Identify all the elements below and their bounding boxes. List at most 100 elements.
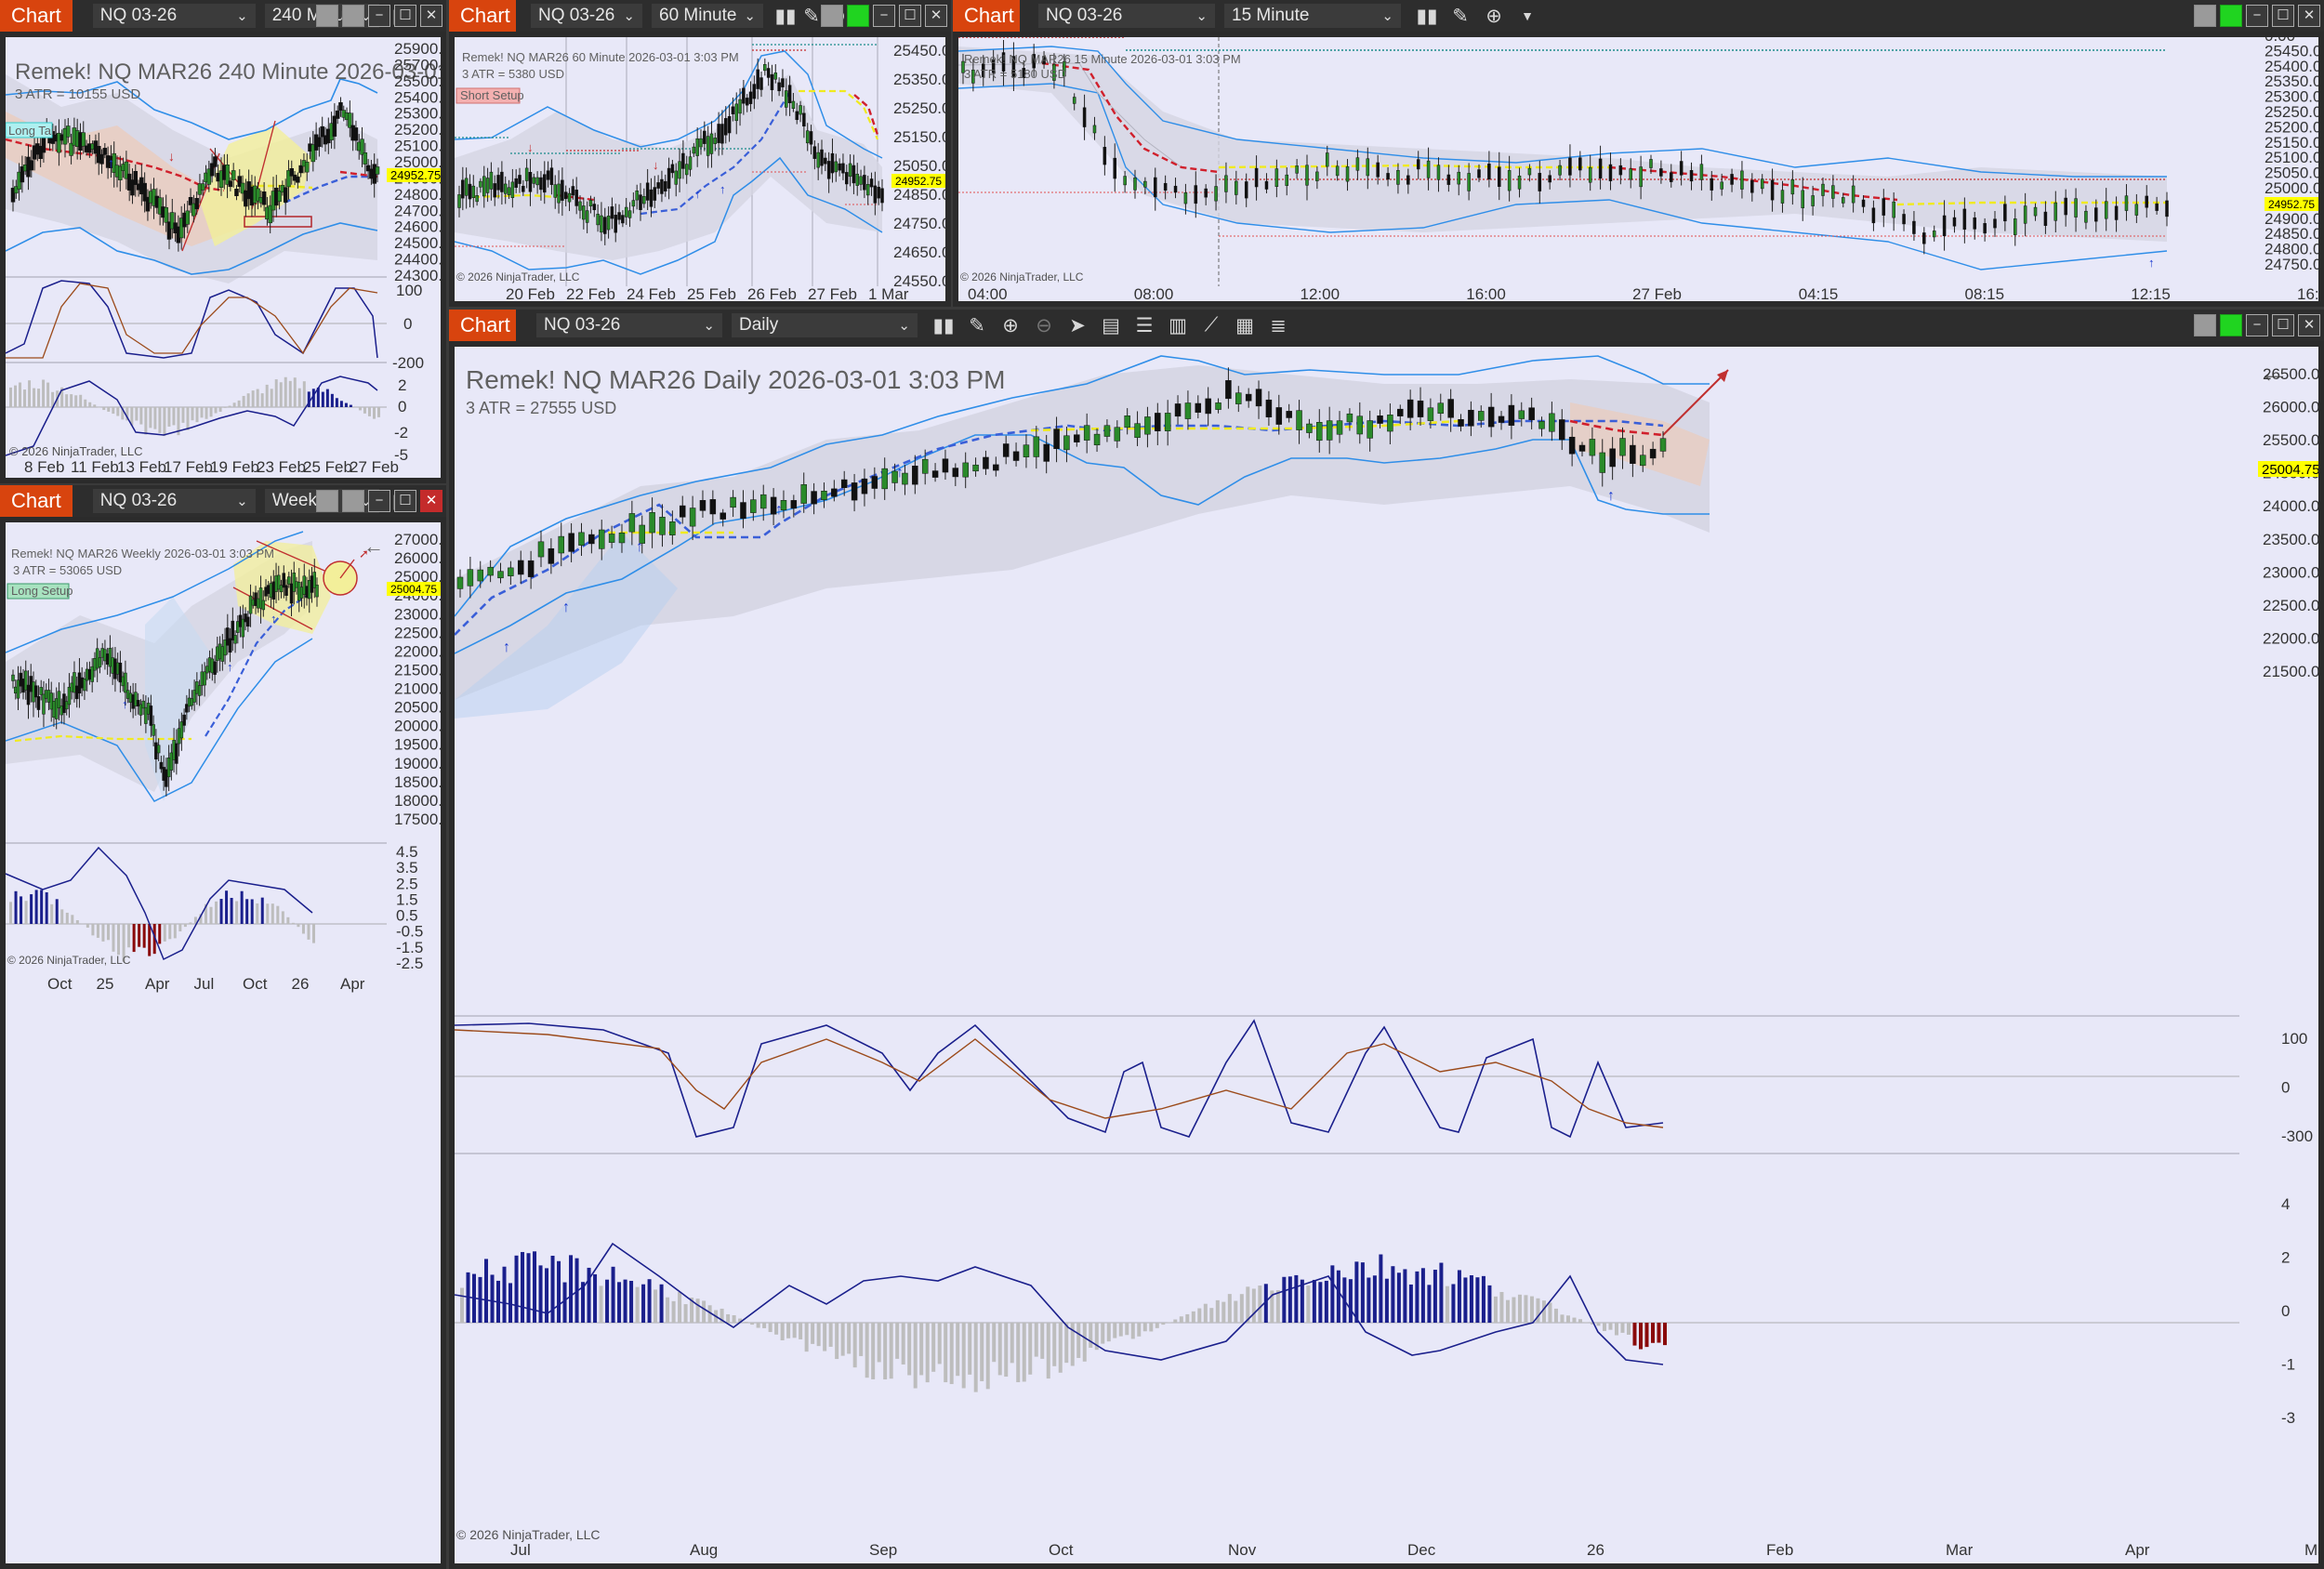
templates-icon[interactable]: ▦ bbox=[1235, 314, 1254, 336]
list-icon[interactable]: ≣ bbox=[1270, 314, 1287, 336]
candle-body bbox=[1143, 180, 1147, 188]
link-green-button[interactable] bbox=[2220, 5, 2242, 27]
zoom-in-icon[interactable]: ⊕ bbox=[1002, 314, 1019, 336]
bar-type-icon[interactable]: ▮▮ bbox=[932, 314, 955, 336]
candle-body bbox=[228, 638, 232, 653]
svg-text:↑: ↑ bbox=[1607, 488, 1615, 504]
candle-body bbox=[535, 177, 539, 186]
chart-menu-button[interactable]: Chart bbox=[953, 0, 1020, 32]
minimize-button[interactable]: − bbox=[2246, 5, 2268, 27]
link-gray-button-2[interactable] bbox=[342, 490, 364, 512]
price-axis: 25900.0025700.0025500.0025400.0025300.00… bbox=[394, 40, 441, 284]
candle-body bbox=[1274, 168, 1279, 188]
axis-tick: 24300.00 bbox=[394, 267, 441, 284]
chart-menu-button[interactable]: Chart bbox=[449, 310, 516, 341]
candle-body bbox=[39, 687, 43, 695]
axis-tick: Aug bbox=[690, 1541, 718, 1559]
link-green-button[interactable] bbox=[2220, 314, 2242, 336]
link-gray-button[interactable] bbox=[821, 5, 843, 27]
link-gray-button[interactable] bbox=[316, 5, 338, 27]
histogram-bar bbox=[218, 407, 222, 412]
candle-body bbox=[289, 168, 295, 177]
maximize-button[interactable]: ☐ bbox=[394, 5, 416, 27]
instrument-selector[interactable]: NQ 03-26 ⌄ bbox=[92, 4, 256, 28]
drawing-tool-icon[interactable]: ✎ bbox=[803, 5, 820, 27]
candle-body bbox=[1578, 444, 1586, 452]
chart-menu-button[interactable]: Chart bbox=[0, 485, 73, 517]
maximize-button[interactable]: ☐ bbox=[899, 5, 921, 27]
chart-area[interactable]: ↑ ↑ ↑ ↑ ↑ ↑ Remek! NQ MAR26 Daily 2026-0… bbox=[455, 347, 2318, 1563]
interval-selector[interactable]: Daily ⌄ bbox=[732, 313, 918, 337]
histogram-bar bbox=[1433, 1270, 1437, 1323]
minimize-button[interactable]: − bbox=[368, 490, 390, 512]
histogram-bar bbox=[1493, 1296, 1498, 1323]
axis-tick: 25500.00 bbox=[2263, 431, 2318, 449]
link-gray-button[interactable] bbox=[2194, 5, 2216, 27]
close-button[interactable]: ✕ bbox=[420, 5, 442, 27]
interval-selector[interactable]: 15 Minute ⌄ bbox=[1224, 4, 1401, 28]
histogram-bar bbox=[907, 1323, 912, 1376]
chart-menu-button[interactable]: Chart bbox=[449, 0, 516, 32]
histogram-bar bbox=[14, 385, 18, 407]
minimize-button[interactable]: − bbox=[873, 5, 895, 27]
histogram-bar bbox=[28, 380, 32, 407]
indicators-icon[interactable]: ▥ bbox=[1169, 314, 1187, 336]
histogram-bar bbox=[1475, 1277, 1480, 1323]
chart-menu-button[interactable]: Chart bbox=[0, 0, 73, 32]
dropdown-arrow-icon[interactable]: ▼ bbox=[1521, 8, 1534, 23]
candle-body bbox=[170, 212, 175, 230]
candle-body bbox=[185, 704, 189, 713]
close-button[interactable]: ✕ bbox=[2298, 5, 2320, 27]
chart-area[interactable]: ➚ ← ↑ ↑ ↑ Remek! NQ MAR26 Weekly 2026-03… bbox=[6, 522, 441, 1563]
candle-body bbox=[209, 163, 215, 177]
instrument-selector[interactable]: NQ 03-26 ⌄ bbox=[536, 313, 722, 337]
data-box-icon[interactable]: ▤ bbox=[1102, 314, 1120, 336]
candle-body bbox=[971, 69, 975, 84]
candle-body bbox=[1173, 185, 1178, 193]
maximize-button[interactable]: ☐ bbox=[2272, 5, 2294, 27]
pointer-icon[interactable]: ➤ bbox=[1069, 314, 1086, 336]
candle-body bbox=[681, 152, 685, 169]
close-button[interactable]: ✕ bbox=[925, 5, 947, 27]
maximize-button[interactable]: ☐ bbox=[394, 490, 416, 512]
bar-type-icon[interactable]: ▮▮ bbox=[774, 5, 797, 27]
candle-body bbox=[567, 192, 572, 203]
histogram-bar bbox=[14, 890, 18, 924]
zoom-out-icon[interactable]: ⊖ bbox=[1036, 314, 1052, 336]
chart-title: Remek! NQ MAR26 240 Minute 2026-03-01 3:… bbox=[15, 59, 441, 85]
candle-body bbox=[283, 187, 288, 203]
link-gray-button-2[interactable] bbox=[342, 5, 364, 27]
chart-area[interactable]: ↑ Remek! NQ MAR26 15 Minute 2026-03-01 3… bbox=[958, 37, 2318, 301]
interval-selector[interactable]: 60 Minute ⌄ bbox=[652, 4, 763, 28]
candle-body bbox=[1436, 165, 1441, 180]
minimize-button[interactable]: − bbox=[368, 5, 390, 27]
instrument-selector[interactable]: NQ 03-26 ⌄ bbox=[92, 489, 256, 513]
back-arrow-icon[interactable]: ← bbox=[2258, 354, 2290, 389]
properties-icon[interactable]: ☰ bbox=[1135, 314, 1154, 336]
instrument-selector[interactable]: NQ 03-26 ⌄ bbox=[1038, 4, 1215, 28]
close-button[interactable]: ✕ bbox=[420, 490, 442, 512]
axis-tick: 24000.00 bbox=[2263, 497, 2318, 515]
candle-body bbox=[200, 183, 205, 191]
drawing-tool-icon[interactable]: ✎ bbox=[969, 314, 985, 336]
link-gray-button[interactable] bbox=[316, 490, 338, 512]
candle-body bbox=[1730, 174, 1734, 185]
link-green-button[interactable] bbox=[847, 5, 869, 27]
chart-area[interactable]: ↓ ↓ ↑ ↑ Remek! NQ MAR26 60 Minute 2026-0… bbox=[455, 37, 945, 301]
instrument-selector[interactable]: NQ 03-26 ⌄ bbox=[531, 4, 642, 28]
chart-area[interactable]: ↑ ↓ Long Tail Remek! NQ MAR26 240 Minute… bbox=[6, 37, 441, 478]
candle-body bbox=[2155, 203, 2159, 211]
axis-tick: 2 bbox=[2281, 1249, 2290, 1267]
maximize-button[interactable]: ☐ bbox=[2272, 314, 2294, 336]
back-arrow-icon[interactable]: ← bbox=[363, 534, 384, 558]
drawing-tool-icon[interactable]: ✎ bbox=[1452, 5, 1469, 27]
minimize-button[interactable]: − bbox=[2246, 314, 2268, 336]
close-button[interactable]: ✕ bbox=[2298, 314, 2320, 336]
link-gray-button[interactable] bbox=[2194, 314, 2216, 336]
candle-body bbox=[880, 188, 884, 204]
histogram-bar bbox=[1408, 1284, 1413, 1323]
chevron-down-icon: ⌄ bbox=[898, 318, 910, 334]
strategies-icon[interactable]: ⟋ bbox=[1204, 314, 1219, 336]
bar-type-icon[interactable]: ▮▮ bbox=[1416, 5, 1438, 27]
zoom-icon[interactable]: ⊕ bbox=[1486, 5, 1502, 27]
